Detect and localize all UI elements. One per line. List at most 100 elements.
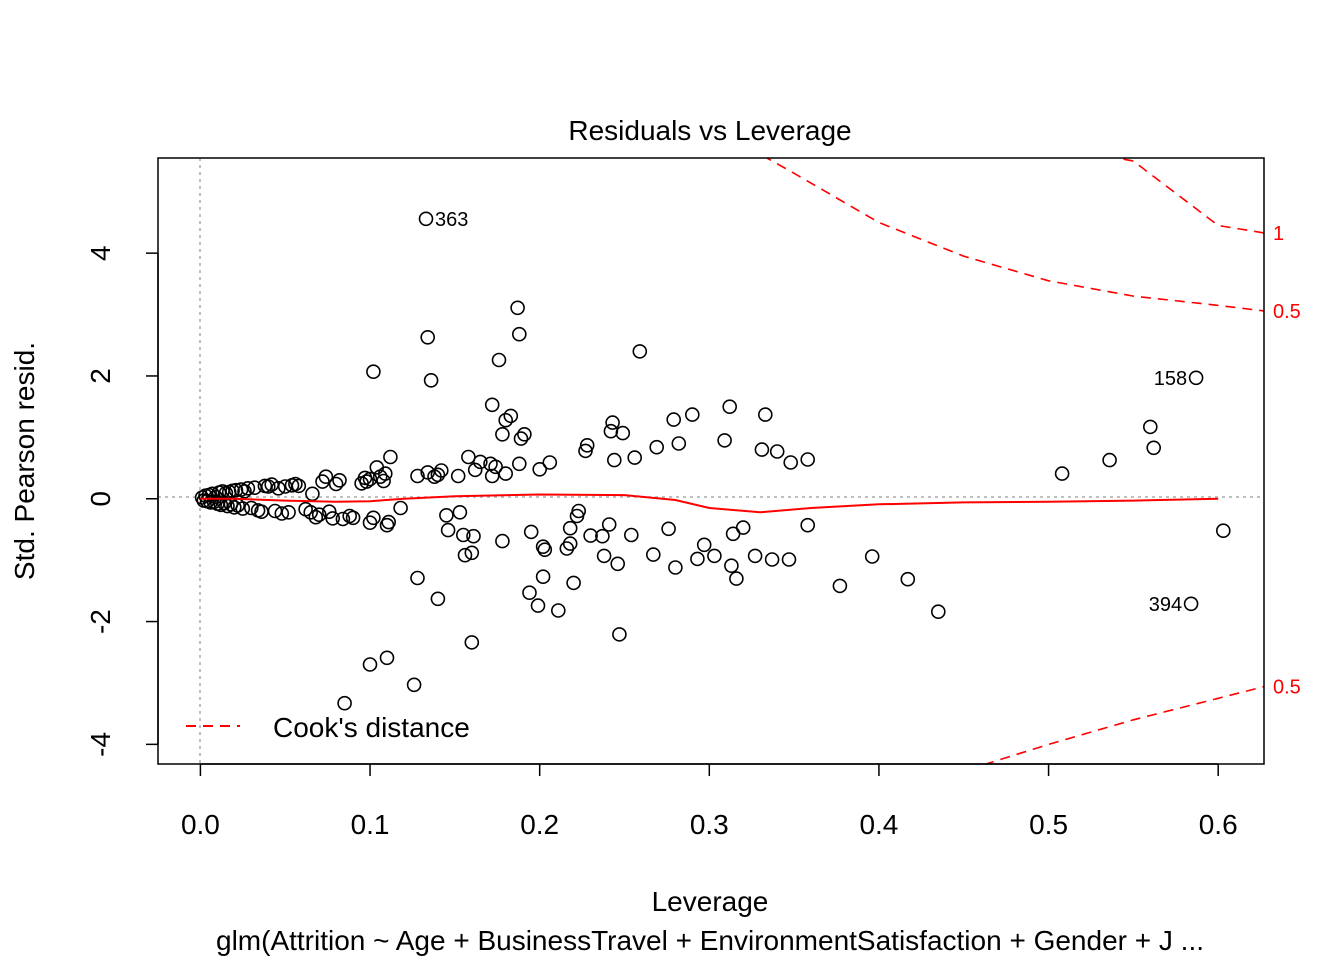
data-point [311, 507, 327, 523]
data-point [800, 517, 816, 533]
cooks-distance-labels: 1 0.5 0.5 [1273, 223, 1301, 699]
y-tick-label: 2 [85, 368, 116, 384]
x-tick-label: 0.4 [859, 809, 898, 840]
data-point [318, 469, 334, 485]
point-annotations: 363 158 394 [435, 209, 1187, 616]
data-point [376, 473, 391, 489]
cooks-distance-label: 0.5 [1273, 301, 1301, 323]
model-formula-subtitle: glm(Attrition ~ Age + BusinessTravel + E… [216, 925, 1204, 956]
data-point [423, 372, 439, 388]
data-point [562, 520, 578, 536]
data-point [596, 548, 612, 564]
data-point [381, 514, 397, 530]
data-point [764, 552, 780, 567]
data-point [1146, 440, 1161, 456]
data-point [439, 507, 454, 523]
data-point [707, 548, 722, 564]
point-label: 158 [1154, 368, 1187, 390]
data-point [535, 569, 551, 585]
data-point [783, 455, 799, 470]
y-axis: -4 -2 0 2 4 [85, 245, 159, 757]
data-point [606, 452, 622, 468]
data-point [488, 459, 503, 475]
cooks-distance-curve [983, 685, 1264, 764]
data-point [335, 511, 351, 527]
data-point [729, 571, 744, 586]
data-point [495, 533, 510, 549]
data-point [440, 522, 456, 538]
data-point [466, 528, 481, 544]
data-point [671, 436, 687, 451]
data-point [467, 462, 483, 478]
data-point [696, 537, 712, 553]
x-tick-label: 0.1 [351, 809, 390, 840]
data-point [455, 527, 471, 543]
data-point [523, 524, 539, 540]
data-point [684, 407, 700, 422]
plot-border [157, 157, 1265, 765]
data-point [562, 536, 578, 551]
data-point [605, 415, 620, 430]
data-point [690, 551, 705, 567]
data-point [735, 520, 751, 535]
data-point [450, 468, 466, 484]
data-point [237, 484, 252, 499]
data-point [513, 431, 529, 446]
data-point [484, 397, 500, 413]
plot-layer [158, 158, 1264, 764]
data-point [379, 650, 395, 666]
data-point [1188, 370, 1204, 386]
x-tick-label: 0.3 [690, 809, 729, 840]
data-point [345, 510, 361, 526]
data-point [321, 504, 337, 520]
data-point [566, 575, 581, 591]
data-point [430, 591, 446, 607]
data-point [571, 503, 587, 519]
cooks-distance-curve [1113, 158, 1264, 234]
data-point [601, 517, 617, 532]
data-point [240, 480, 256, 496]
data-point [498, 466, 514, 481]
data-point [864, 549, 880, 564]
data-point [603, 423, 619, 439]
x-tick-label: 0.5 [1029, 809, 1068, 840]
data-point [668, 560, 683, 575]
data-point [503, 408, 519, 424]
data-point [362, 471, 378, 487]
data-point [393, 500, 408, 516]
x-tick-label: 0.6 [1199, 809, 1238, 840]
data-point [328, 476, 344, 492]
data-point [495, 426, 510, 442]
data-point [491, 352, 507, 368]
data-point [724, 558, 739, 574]
data-point [535, 539, 551, 555]
data-point [517, 426, 532, 442]
data-point [623, 527, 639, 543]
data-point [754, 442, 770, 457]
data-point [433, 463, 449, 478]
data-point [511, 326, 527, 342]
y-axis-label: Std. Pearson resid. [9, 342, 40, 580]
cooks-distance-label: 1 [1273, 223, 1284, 245]
data-point [274, 506, 290, 521]
data-point [615, 425, 631, 441]
data-point [930, 604, 946, 620]
point-label: 394 [1149, 594, 1182, 616]
data-point [530, 598, 546, 613]
data-point [666, 412, 682, 427]
data-point [325, 511, 341, 526]
data-point [537, 542, 553, 558]
x-tick-label: 0.2 [520, 809, 559, 840]
data-point [1216, 523, 1231, 539]
data-point [769, 444, 785, 459]
cooks-distance-label: 0.5 [1273, 677, 1301, 699]
data-point [362, 657, 378, 672]
legend-label: Cook's distance [273, 712, 470, 743]
data-point [464, 635, 480, 650]
data-point [430, 467, 446, 483]
data-point [522, 585, 537, 601]
legend: Cook's distance [186, 712, 470, 743]
data-point [579, 437, 595, 453]
data-point [308, 509, 324, 525]
